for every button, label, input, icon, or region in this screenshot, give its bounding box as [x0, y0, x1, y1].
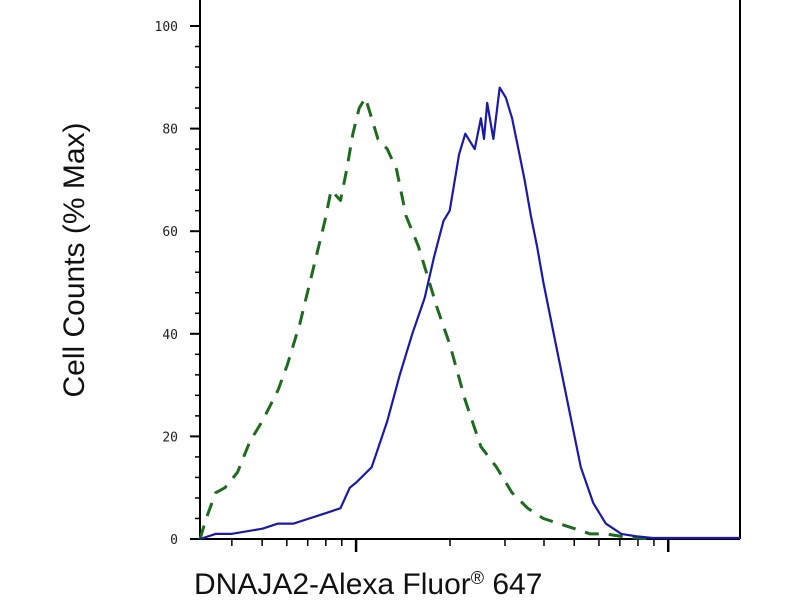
- series-layer: [198, 86, 740, 541]
- series-line-dashed: [198, 96, 653, 541]
- x-axis-ticks: [231, 539, 670, 552]
- y-tick-label: 20: [162, 430, 178, 445]
- y-axis-label: Cell Counts (% Max): [58, 122, 91, 397]
- x-axis-label-suffix: 647: [484, 568, 542, 600]
- x-axis-label-main: DNAJA2-Alexa Fluor: [194, 568, 471, 600]
- y-tick-label: 0: [170, 533, 178, 548]
- y-tick-label: 60: [162, 225, 178, 240]
- plot-area: 0 20 40 60 80 100: [155, 0, 741, 552]
- x-axis-label: DNAJA2-Alexa Fluor® 647: [194, 568, 542, 600]
- y-tick-label: 100: [155, 20, 178, 35]
- x-axis-label-superscript: ®: [471, 568, 484, 588]
- y-tick-label: 80: [162, 123, 178, 138]
- series-line-solid: [199, 86, 740, 541]
- y-axis-ticks: 0 20 40 60 80 100: [155, 20, 200, 548]
- y-tick-label: 40: [162, 328, 178, 343]
